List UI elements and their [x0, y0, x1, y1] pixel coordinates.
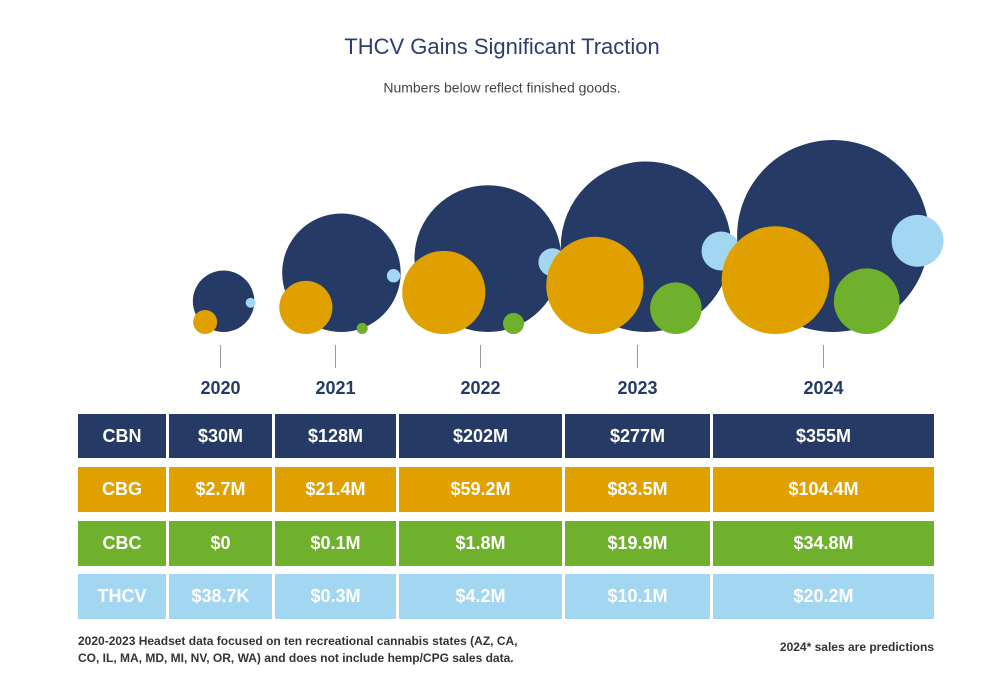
series-label: CBN — [78, 414, 166, 458]
chart-title: THCV Gains Significant Traction — [344, 34, 659, 59]
value-cell: $10.1M — [565, 574, 710, 619]
bubble — [279, 280, 333, 335]
bubble — [356, 322, 368, 334]
value-cell: $19.9M — [565, 521, 710, 566]
bubble — [193, 309, 218, 334]
value-cell: $1.8M — [399, 521, 562, 566]
x-tick-label: 2023 — [617, 378, 657, 398]
x-tick-label: 2020 — [200, 378, 240, 398]
value-cell: $30M — [169, 414, 272, 458]
value-cell: $355M — [713, 414, 934, 458]
value-cell: $83.5M — [565, 467, 710, 512]
prediction-note: 2024* sales are predictions — [779, 640, 934, 654]
value-cell: $202M — [399, 414, 562, 458]
value-cell: $21.4M — [275, 467, 396, 512]
value-cell: $38.7K — [169, 574, 272, 619]
value-cell: $34.8M — [713, 521, 934, 566]
bubble — [650, 282, 702, 334]
value-cell: $0.3M — [275, 574, 396, 619]
series-label: CBC — [78, 521, 166, 566]
series-label: CBG — [78, 467, 166, 512]
bubble — [386, 269, 401, 283]
bubble — [402, 250, 486, 334]
value-cell: $4.2M — [399, 574, 562, 619]
value-cell: $0.1M — [275, 521, 396, 566]
x-tick-label: 2024 — [803, 378, 843, 398]
value-cell: $277M — [565, 414, 710, 458]
value-cell: $59.2M — [399, 467, 562, 512]
chart-subtitle: Numbers below reflect finished goods. — [383, 80, 620, 96]
x-tick-label: 2022 — [460, 378, 500, 398]
value-cell: $2.7M — [169, 467, 272, 512]
series-label: THCV — [78, 574, 166, 619]
bubble — [502, 312, 525, 335]
bubble — [833, 268, 900, 334]
bubble — [245, 297, 256, 308]
value-cell: $0 — [169, 521, 272, 566]
x-tick-label: 2021 — [315, 378, 355, 398]
value-cell: $20.2M — [713, 574, 934, 619]
bubble — [721, 226, 830, 334]
value-cell: $104.4M — [713, 467, 934, 512]
value-cell: $128M — [275, 414, 396, 458]
footnote: 2020-2023 Headset data focused on ten re… — [78, 634, 518, 665]
bubble — [891, 214, 944, 267]
bubble — [546, 236, 644, 334]
